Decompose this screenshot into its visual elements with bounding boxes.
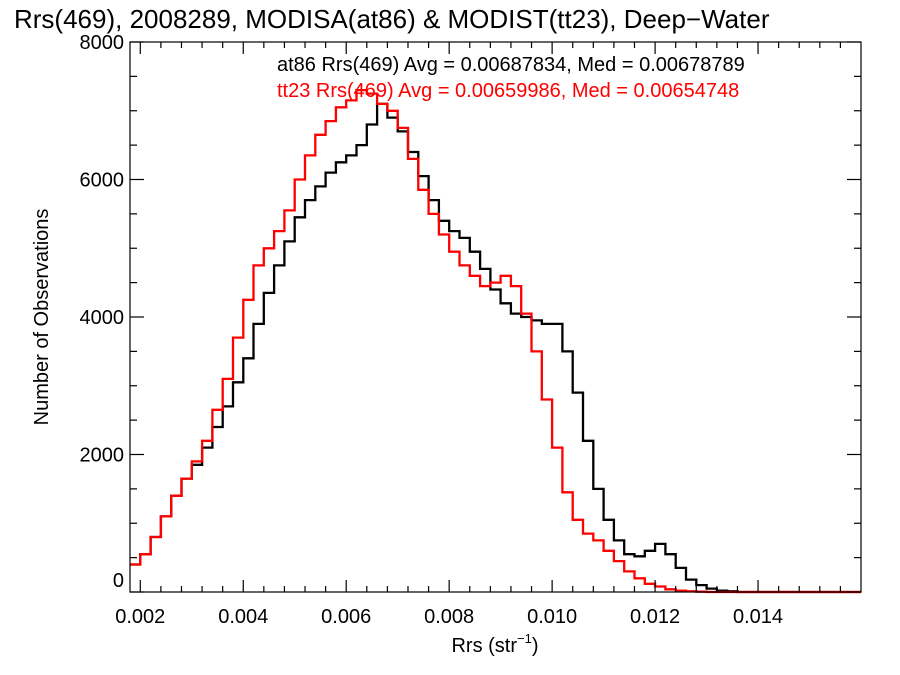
plot-frame bbox=[129, 41, 862, 593]
series-line-at86 bbox=[130, 102, 861, 594]
y-tick-label: 6000 bbox=[80, 170, 125, 192]
series-line-tt23 bbox=[130, 88, 861, 594]
series-group bbox=[130, 88, 861, 594]
legend-annotation-at86: at86 Rrs(469) Avg = 0.00687834, Med = 0.… bbox=[277, 54, 745, 76]
y-tick-label: 2000 bbox=[80, 445, 125, 467]
chart-title: Rrs(469), 2008289, MODISA(at86) & MODIST… bbox=[14, 4, 770, 34]
x-tick-label: 0.002 bbox=[115, 606, 165, 628]
y-tick-label: 0 bbox=[113, 570, 124, 592]
y-tick-label: 4000 bbox=[80, 307, 125, 329]
x-tick-label: 0.012 bbox=[630, 606, 680, 628]
x-axis-label-end: ) bbox=[532, 635, 539, 657]
x-axis-label-superscript: −1 bbox=[517, 631, 532, 646]
axis-ticks: 0.002 0.004 0.006 0.008 0.010 0.012 0.014 0 2000… bbox=[80, 32, 861, 628]
legend-annotation-tt23: tt23 Rrs(469) Avg = 0.00659986, Med = 0.… bbox=[277, 80, 739, 102]
x-tick-label: 0.010 bbox=[527, 606, 577, 628]
x-tick-label: 0.008 bbox=[424, 606, 474, 628]
y-axis-label: Number of Observations bbox=[31, 209, 53, 426]
x-tick-label: 0.004 bbox=[218, 606, 268, 628]
y-tick-label: 8000 bbox=[80, 32, 125, 54]
x-tick-label: 0.014 bbox=[733, 606, 783, 628]
x-axis-label-main: Rrs (str bbox=[451, 635, 517, 657]
x-tick-label: 0.006 bbox=[321, 606, 371, 628]
x-axis-label: Rrs (str−1) bbox=[451, 631, 538, 657]
